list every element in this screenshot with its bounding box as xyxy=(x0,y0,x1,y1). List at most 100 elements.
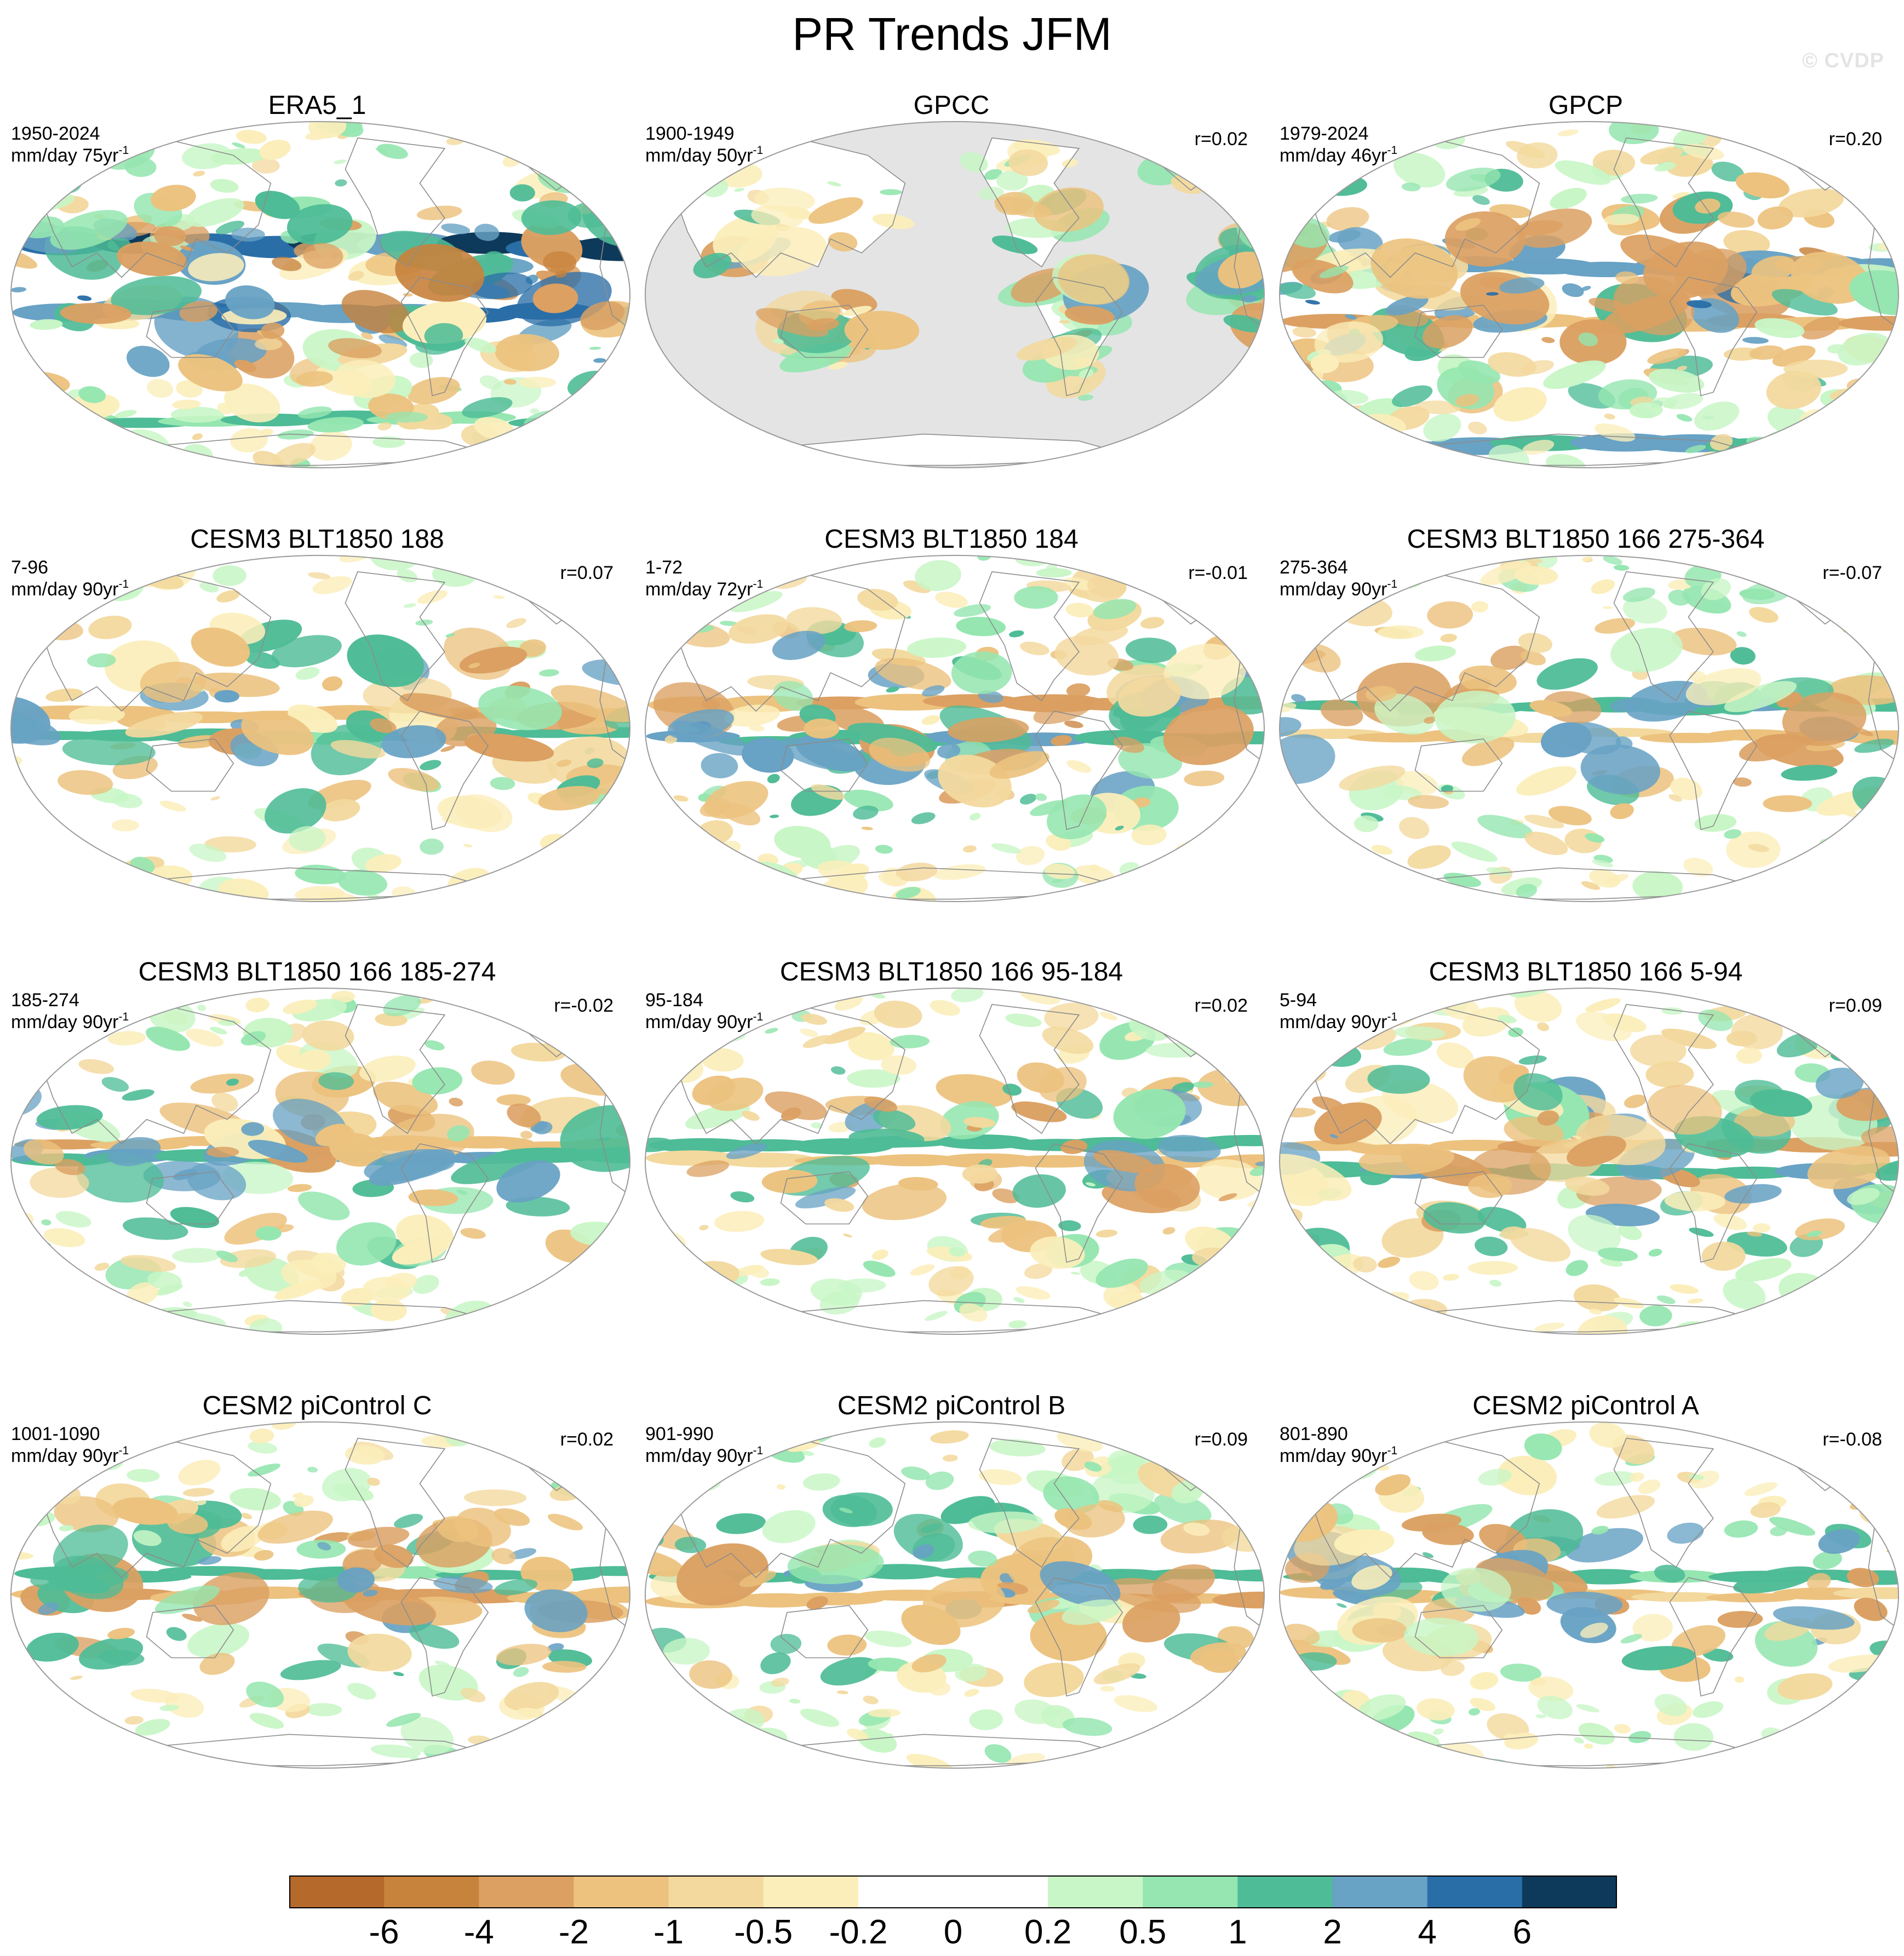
panel-years: 7-96 xyxy=(11,557,49,578)
trend-blob xyxy=(1470,1672,1499,1690)
trend-blob xyxy=(24,1139,64,1165)
trend-blob xyxy=(605,1246,629,1254)
trend-blob xyxy=(1060,1139,1088,1154)
trend-blob xyxy=(272,256,302,271)
trend-blob xyxy=(1082,1422,1122,1435)
trend-blob xyxy=(78,1059,114,1074)
trend-blob xyxy=(1329,1134,1339,1139)
coastline xyxy=(1035,710,1123,830)
trend-blob xyxy=(911,1654,947,1673)
trend-blob xyxy=(1628,1731,1651,1743)
trend-blob xyxy=(686,1160,730,1177)
trend-blob xyxy=(991,235,1038,254)
trend-blob xyxy=(307,417,364,433)
trend-blob xyxy=(873,1109,916,1131)
trend-blob xyxy=(1160,1519,1240,1554)
trend-blob xyxy=(305,1703,342,1717)
trend-blob xyxy=(307,1466,318,1473)
trend-blob xyxy=(978,1469,1022,1485)
colorbar-swatch xyxy=(1427,1875,1523,1908)
trend-blob xyxy=(1122,1600,1180,1643)
trend-blob xyxy=(878,872,903,887)
trend-blob xyxy=(827,181,841,187)
colorbar xyxy=(289,1875,1617,1908)
colorbar-swatch xyxy=(1237,1875,1333,1908)
coastline xyxy=(780,305,869,358)
trend-blob xyxy=(1783,359,1848,378)
trend-blob xyxy=(364,1149,455,1182)
trend-blob xyxy=(94,1263,110,1271)
trend-blob xyxy=(1578,332,1598,347)
trend-blob xyxy=(70,1676,83,1680)
trend-blob xyxy=(246,1681,284,1708)
trend-blob xyxy=(1781,765,1838,781)
trend-blob xyxy=(347,634,424,687)
trend-blob xyxy=(78,386,106,403)
trend-blob xyxy=(774,825,831,859)
trend-blob xyxy=(1191,1328,1201,1334)
trend-blob xyxy=(1685,668,1762,705)
trend-blob xyxy=(1330,871,1366,887)
trend-blob xyxy=(645,1469,673,1505)
trend-blob xyxy=(509,1548,536,1559)
map-panel: CESM3 BLT1850 184 1-72 mm/day 72yr-1 r=-0.0… xyxy=(636,525,1266,957)
trend-blob xyxy=(808,197,863,224)
trend-blob xyxy=(1312,1096,1345,1112)
trend-blob xyxy=(11,287,27,292)
panel-title: ERA5_1 xyxy=(268,91,366,120)
trend-blob xyxy=(289,826,326,852)
trend-blob xyxy=(760,1652,791,1674)
trend-blob xyxy=(1846,410,1879,429)
trend-blob xyxy=(1160,149,1193,169)
map-panel: CESM3 BLT1850 188 7-96 mm/day 90yr-1 r=0.07 xyxy=(2,525,632,957)
trend-blob xyxy=(506,618,526,628)
trend-blob xyxy=(579,862,607,881)
trend-blob xyxy=(11,867,38,884)
units-text: mm/day 90yr xyxy=(11,1446,119,1466)
panel-units: mm/day 90yr-1 xyxy=(11,1011,129,1033)
trend-blob xyxy=(846,1728,869,1741)
trend-blob xyxy=(166,1627,187,1641)
trend-blob xyxy=(1573,1284,1621,1312)
trend-blob xyxy=(833,1140,864,1155)
trend-blob xyxy=(848,1032,894,1060)
trend-blob xyxy=(55,1158,85,1175)
trend-blob xyxy=(1286,601,1302,609)
trend-blob xyxy=(1337,227,1383,256)
trend-blob xyxy=(863,1695,879,1705)
trend-blob xyxy=(272,1422,296,1430)
trend-blob xyxy=(1335,430,1374,454)
trend-blob xyxy=(1489,1280,1502,1287)
trend-blob xyxy=(121,1255,176,1272)
trend-blob xyxy=(1422,1552,1434,1558)
trend-blob xyxy=(261,322,285,339)
trend-blob xyxy=(224,1213,287,1245)
trend-blob xyxy=(1647,348,1687,364)
trend-blob xyxy=(1325,1308,1379,1334)
trend-blob xyxy=(1752,1223,1771,1233)
trend-blob xyxy=(513,130,563,158)
colorbar-tick-label: 0 xyxy=(943,1913,963,1951)
trend-blob xyxy=(730,1191,755,1203)
trend-blob xyxy=(500,996,530,1009)
trend-blob xyxy=(1375,1474,1411,1496)
trend-blob xyxy=(673,795,689,802)
trend-blob xyxy=(107,1031,146,1046)
world-map xyxy=(645,555,1265,902)
trend-blob xyxy=(485,251,506,264)
trend-blob xyxy=(1597,1247,1638,1261)
trend-blob xyxy=(1468,1174,1512,1198)
trend-blob xyxy=(11,1492,39,1512)
trend-blob xyxy=(1205,1460,1214,1465)
trend-blob xyxy=(146,378,174,398)
trend-blob xyxy=(1280,717,1301,737)
trend-blob xyxy=(948,717,1029,743)
trend-blob xyxy=(573,1759,610,1768)
trend-blob xyxy=(1114,1430,1133,1439)
trend-blob xyxy=(347,1633,412,1672)
trend-blob xyxy=(412,1067,463,1095)
panel-years: 1900-1949 xyxy=(645,123,735,144)
pattern-correlation: r=0.07 xyxy=(560,563,613,583)
trend-blob xyxy=(1701,578,1731,600)
trend-blob xyxy=(1827,462,1849,468)
